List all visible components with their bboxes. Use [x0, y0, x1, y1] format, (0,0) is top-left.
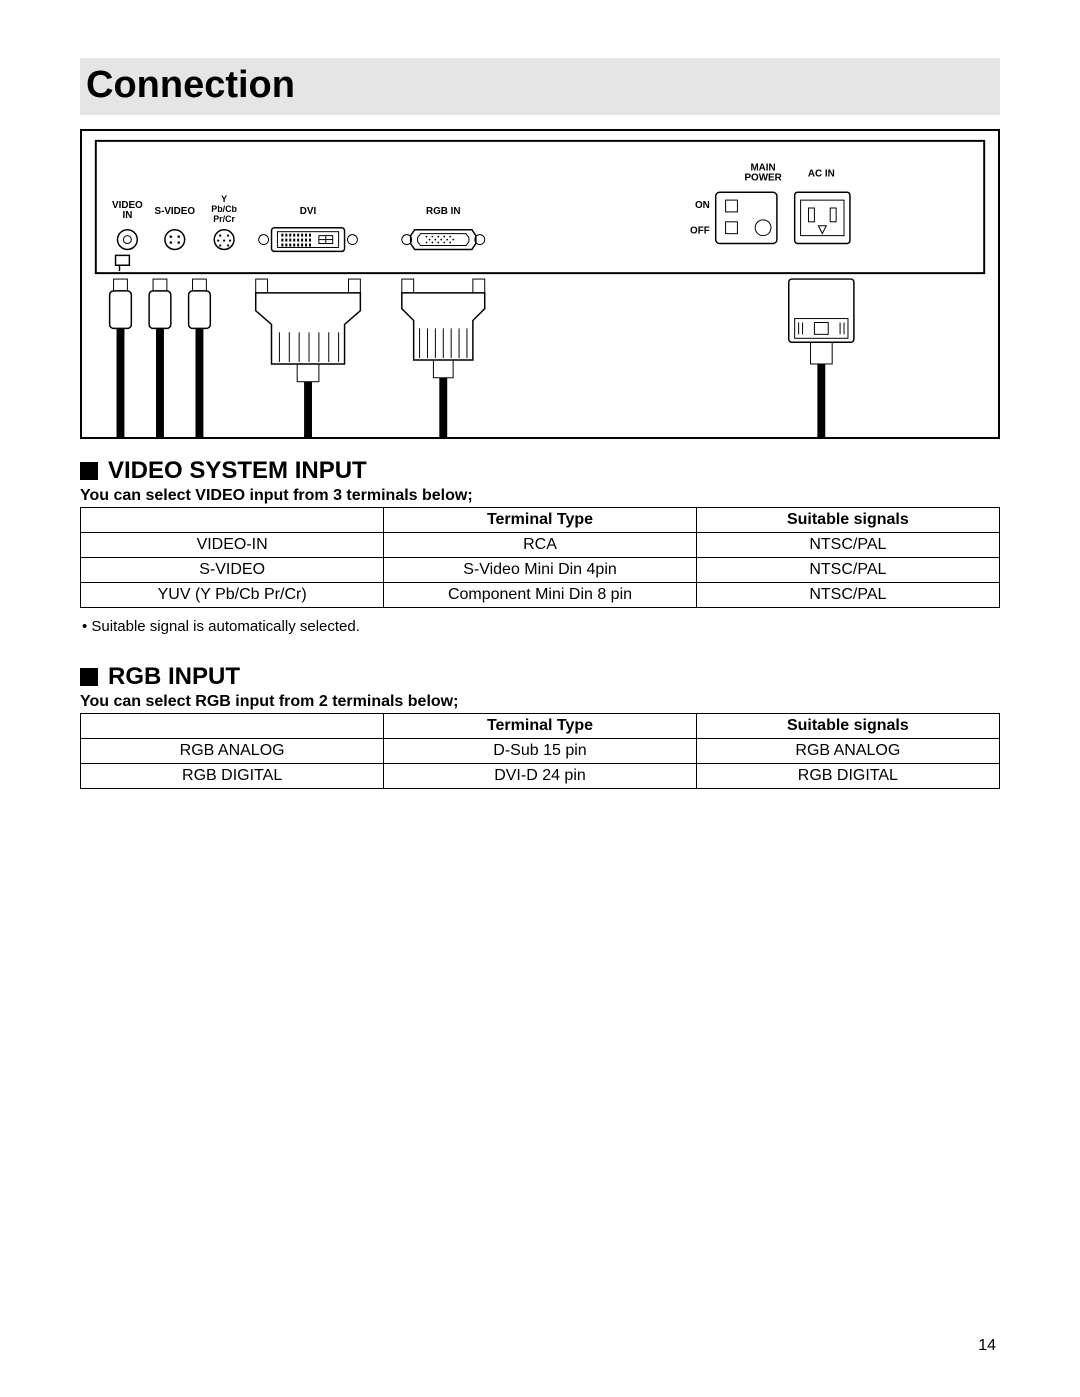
page-number: 14 [978, 1337, 996, 1355]
rgb-section-heading: RGB INPUT [80, 663, 1000, 691]
table-row: YUV (Y Pb/Cb Pr/Cr) Component Mini Din 8… [81, 583, 1000, 608]
col-terminal-type: Terminal Type [384, 714, 696, 739]
col-suitable-signals: Suitable signals [696, 508, 999, 533]
svg-text:ON: ON [695, 200, 710, 211]
cell: Component Mini Din 8 pin [384, 583, 696, 608]
connection-diagram: VIDEO IN S-VIDEO Y Pb/Cb Pr/Cr DVI RGB I… [80, 129, 1000, 439]
video-note: • Suitable signal is automatically selec… [82, 618, 1000, 635]
table-row: S-VIDEO S-Video Mini Din 4pin NTSC/PAL [81, 558, 1000, 583]
cell: YUV (Y Pb/Cb Pr/Cr) [81, 583, 384, 608]
cell: S-VIDEO [81, 558, 384, 583]
svg-text:DVI: DVI [300, 206, 317, 217]
table-row: VIDEO-IN RCA NTSC/PAL [81, 533, 1000, 558]
diagram-svg: VIDEO IN S-VIDEO Y Pb/Cb Pr/Cr DVI RGB I… [82, 131, 998, 437]
cell: NTSC/PAL [696, 558, 999, 583]
svg-text:Pr/Cr: Pr/Cr [213, 214, 235, 224]
svg-text:POWER: POWER [744, 172, 781, 183]
title-bar: Connection [80, 58, 1000, 115]
rgb-input-table: Terminal Type Suitable signals RGB ANALO… [80, 713, 1000, 789]
page-title: Connection [86, 64, 988, 107]
cell: RGB DIGITAL [81, 764, 384, 789]
table-row: RGB ANALOG D-Sub 15 pin RGB ANALOG [81, 739, 1000, 764]
table-header-row: Terminal Type Suitable signals [81, 714, 1000, 739]
svg-text:IN: IN [122, 210, 132, 221]
cell: RGB DIGITAL [696, 764, 999, 789]
col-suitable-signals: Suitable signals [696, 714, 999, 739]
bullet-square-icon [80, 668, 98, 686]
cell: RGB ANALOG [696, 739, 999, 764]
bullet-square-icon [80, 462, 98, 480]
table-header-row: Terminal Type Suitable signals [81, 508, 1000, 533]
col-terminal-type: Terminal Type [384, 508, 696, 533]
cell: VIDEO-IN [81, 533, 384, 558]
video-heading-text: VIDEO SYSTEM INPUT [108, 457, 367, 485]
video-section-heading: VIDEO SYSTEM INPUT [80, 457, 1000, 485]
cell: S-Video Mini Din 4pin [384, 558, 696, 583]
rgb-heading-text: RGB INPUT [108, 663, 240, 691]
svg-text:Pb/Cb: Pb/Cb [211, 204, 237, 214]
svg-text:Y: Y [221, 194, 227, 204]
svg-text:OFF: OFF [690, 226, 710, 237]
cell: NTSC/PAL [696, 583, 999, 608]
cell: NTSC/PAL [696, 533, 999, 558]
col-blank [81, 714, 384, 739]
col-blank [81, 508, 384, 533]
video-input-table: Terminal Type Suitable signals VIDEO-IN … [80, 507, 1000, 608]
cell: RGB ANALOG [81, 739, 384, 764]
cell: D-Sub 15 pin [384, 739, 696, 764]
rgb-subhead: You can select RGB input from 2 terminal… [80, 693, 1000, 711]
table-row: RGB DIGITAL DVI-D 24 pin RGB DIGITAL [81, 764, 1000, 789]
video-subhead: You can select VIDEO input from 3 termin… [80, 487, 1000, 505]
cell: RCA [384, 533, 696, 558]
svg-text:S-VIDEO: S-VIDEO [155, 206, 196, 217]
svg-text:AC IN: AC IN [808, 168, 835, 179]
svg-text:RGB IN: RGB IN [426, 206, 461, 217]
cell: DVI-D 24 pin [384, 764, 696, 789]
